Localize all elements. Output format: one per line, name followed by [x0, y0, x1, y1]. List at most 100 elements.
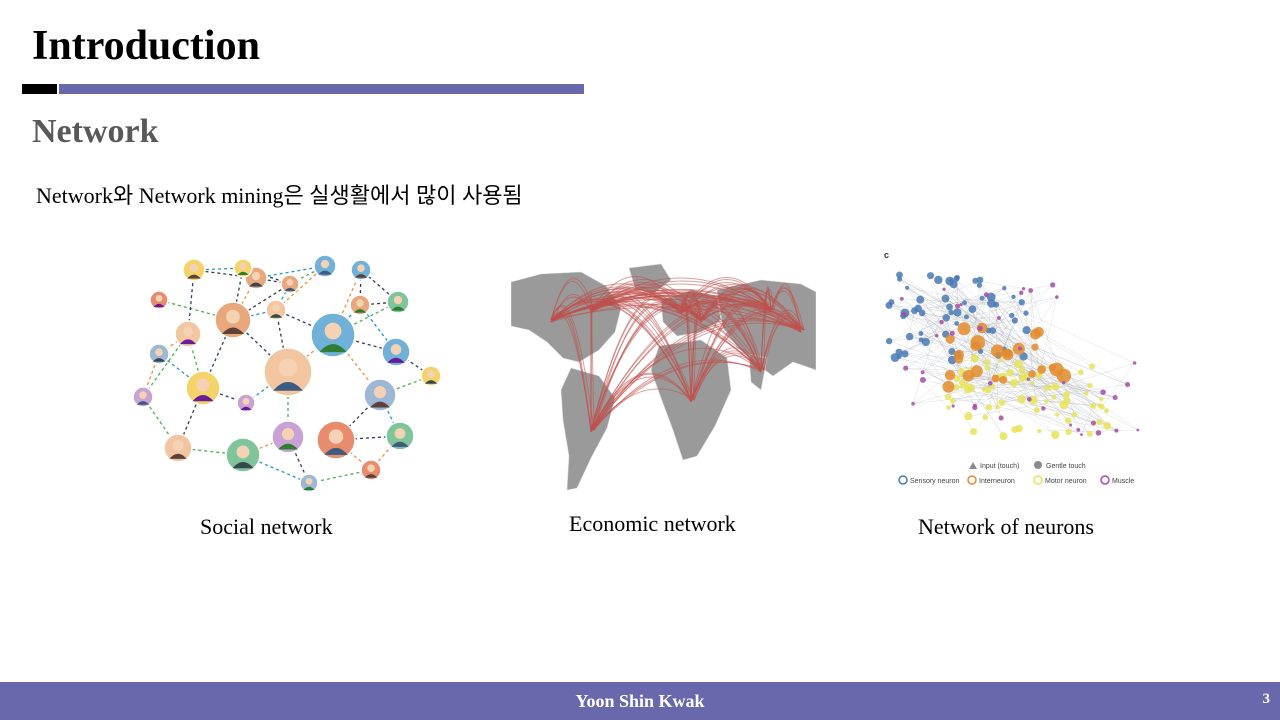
synapse-edge — [979, 279, 1036, 348]
synapse-edge — [1033, 400, 1094, 424]
neuron-node — [998, 357, 1004, 363]
neuron-node — [962, 300, 968, 306]
neuron-node — [1076, 427, 1081, 432]
neuron-node — [1033, 407, 1040, 414]
neuron-node — [949, 398, 956, 404]
neuron-node — [897, 276, 903, 282]
neuron-node — [972, 277, 979, 284]
person-avatar — [350, 259, 372, 281]
neuron-node — [955, 303, 961, 309]
neuron-node — [958, 379, 966, 386]
person-avatar — [185, 370, 221, 406]
person-avatar — [386, 290, 410, 314]
synapse-edge — [945, 298, 1057, 372]
trade-route — [590, 372, 692, 431]
synapse-edge — [899, 356, 990, 408]
synapse-edge — [968, 375, 1082, 435]
person-avatar — [313, 254, 337, 278]
neuron-node — [977, 325, 983, 332]
person-avatar — [149, 290, 169, 310]
neuron-node — [885, 337, 893, 345]
social-edge — [335, 394, 381, 441]
trade-route — [593, 317, 802, 431]
synapse-edge — [889, 340, 972, 371]
synapse-edge — [1063, 382, 1116, 398]
neuron-node — [1037, 428, 1042, 434]
synapse-edge — [912, 320, 1016, 404]
footer-bar: Yoon Shin Kwak 3 — [0, 682, 1280, 720]
neuron-node — [1017, 346, 1023, 351]
synapse-edge — [953, 284, 1065, 406]
synapse-edge — [1001, 369, 1057, 403]
neuron-node — [916, 295, 925, 304]
social-edge — [308, 469, 372, 484]
title-underline-accent — [22, 84, 57, 94]
synapse-edge — [1001, 385, 1091, 403]
page-number: 3 — [1262, 691, 1271, 707]
synapse-edge — [989, 302, 1022, 384]
slide-subtitle: Network — [32, 113, 159, 150]
trade-route — [550, 304, 595, 431]
neuron-node — [945, 334, 955, 344]
synapse-edge — [899, 278, 975, 359]
neuron-node — [1095, 430, 1102, 436]
circle-icon — [1034, 461, 1042, 469]
person-avatar — [349, 294, 371, 316]
neuron-node — [948, 309, 954, 316]
neuron-node — [1011, 426, 1019, 433]
synapse-edge — [991, 296, 1135, 364]
synapse-edge — [1081, 405, 1094, 435]
neuron-node — [1001, 348, 1014, 361]
neuron-node — [903, 365, 909, 371]
neuron-node — [1040, 406, 1046, 411]
person-avatar — [360, 459, 382, 481]
synapse-edge — [898, 351, 1004, 377]
neuron-node — [1063, 391, 1071, 398]
neuron-node — [987, 380, 993, 386]
neuron-node — [984, 386, 992, 394]
neuron-node — [921, 337, 931, 347]
neuron-node — [1136, 428, 1140, 432]
neuron-network-image: c Input (touch) Gentle touch Sensory neu… — [884, 250, 1140, 485]
neuron-node — [998, 399, 1006, 406]
neuron-node — [970, 335, 986, 350]
synapse-edge — [949, 280, 998, 352]
synapse-edge — [964, 302, 988, 368]
trade-route — [690, 299, 702, 401]
person-avatar — [420, 365, 442, 387]
neuron-node — [987, 299, 996, 308]
neuron-node — [941, 294, 950, 303]
neuron-node — [1044, 399, 1049, 404]
neuron-node — [896, 353, 902, 360]
trade-route — [590, 347, 762, 431]
neuron-node — [919, 376, 926, 383]
neuron-node — [1063, 396, 1071, 404]
synapse-edge — [1034, 346, 1128, 385]
neuron-node — [1132, 361, 1137, 365]
synapse-edge — [1038, 297, 1058, 376]
synapse-edge — [956, 278, 1094, 407]
legend-interneuron: Interneuron — [979, 478, 1015, 485]
synapse-edge — [1014, 292, 1022, 321]
neuron-node — [942, 380, 955, 393]
synapse-edge — [945, 298, 1139, 431]
neuron-node — [999, 376, 1008, 384]
neuron-node — [1055, 295, 1059, 299]
neuron-node — [953, 275, 960, 282]
synapse-edge — [922, 361, 988, 381]
synapse-edge — [888, 305, 953, 334]
synapse-edge — [1002, 296, 1058, 377]
trade-route — [770, 287, 805, 331]
neuron-node — [953, 308, 962, 317]
trade-route — [760, 309, 805, 373]
neuron-node — [1051, 382, 1060, 391]
neuron-node — [1096, 419, 1103, 426]
neuron-node — [1100, 389, 1106, 395]
neuron-node — [1065, 428, 1072, 436]
neuron-node — [1022, 326, 1031, 335]
neuron-node — [981, 387, 986, 392]
neuron-node — [944, 369, 956, 381]
neuron-node — [954, 321, 960, 326]
neuron-node — [953, 384, 960, 391]
neuron-node — [998, 415, 1004, 421]
